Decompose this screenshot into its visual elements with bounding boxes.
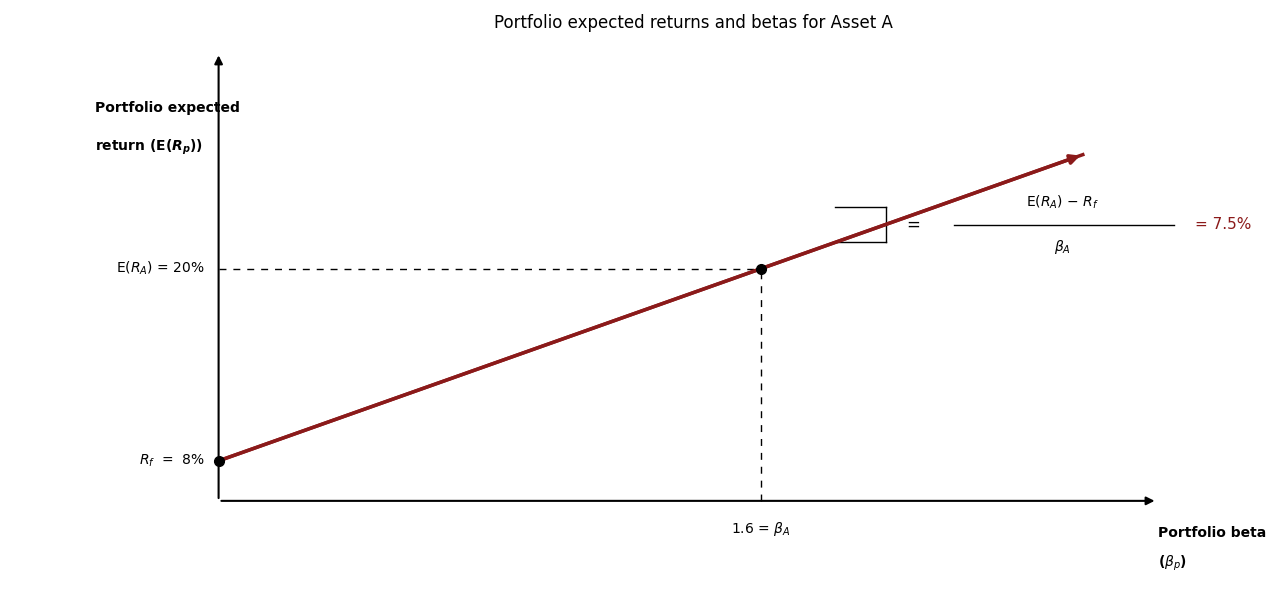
Text: E($R_A$) = 20%: E($R_A$) = 20% bbox=[116, 260, 205, 278]
Text: 1.6 = $\beta_A$: 1.6 = $\beta_A$ bbox=[732, 520, 790, 538]
Text: ($\beta_p$): ($\beta_p$) bbox=[1158, 553, 1188, 573]
Text: return (E($\bfit{R_p}$)): return (E($\bfit{R_p}$)) bbox=[95, 138, 203, 157]
Text: Portfolio beta: Portfolio beta bbox=[1158, 526, 1266, 540]
Text: =: = bbox=[906, 216, 920, 234]
Text: E($R_A$) $-$ $R_f$: E($R_A$) $-$ $R_f$ bbox=[1025, 194, 1099, 211]
Text: $\beta_A$: $\beta_A$ bbox=[1055, 238, 1071, 256]
Text: $R_f$  =  8%: $R_f$ = 8% bbox=[139, 453, 205, 469]
Text: Portfolio expected returns and betas for Asset A: Portfolio expected returns and betas for… bbox=[494, 14, 893, 32]
Text: = 7.5%: = 7.5% bbox=[1195, 217, 1251, 232]
Text: Portfolio expected: Portfolio expected bbox=[95, 101, 239, 116]
